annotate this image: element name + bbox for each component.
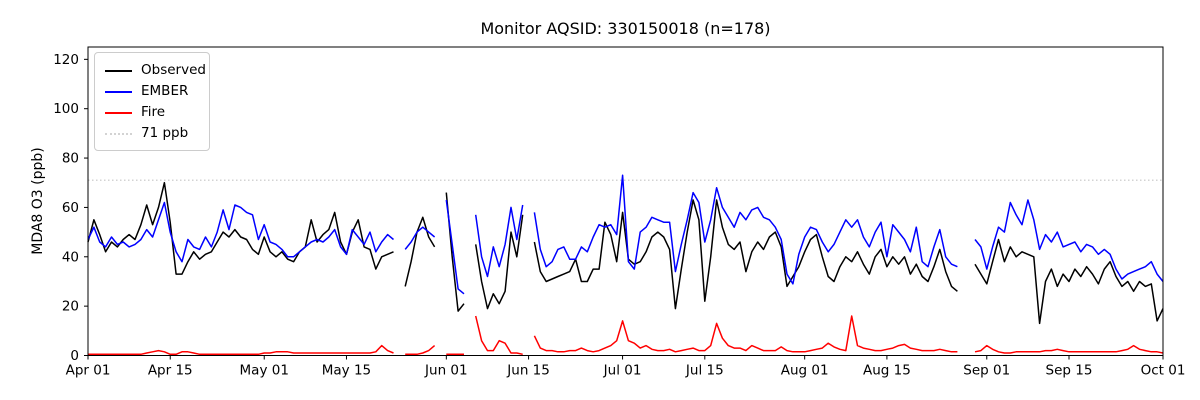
y-tick-label: 60 xyxy=(62,200,79,216)
x-tick-label: May 15 xyxy=(322,363,371,379)
legend-label-fire: Fire xyxy=(141,104,166,120)
x-tick-label: Apr 15 xyxy=(148,363,193,379)
series-line-fire xyxy=(974,344,1164,354)
legend-item-ember: EMBER xyxy=(105,81,199,102)
series-line-fire xyxy=(474,315,523,356)
series-line-ember xyxy=(445,199,465,295)
x-tick-label: May 01 xyxy=(240,363,289,379)
x-tick-label: Jun 01 xyxy=(424,363,468,379)
x-tick-label: Aug 01 xyxy=(781,363,829,379)
legend: Observed EMBER Fire 71 ppb xyxy=(94,52,210,151)
legend-item-fire: Fire xyxy=(105,102,199,123)
y-axis-label: MDA8 O3 (ppb) xyxy=(30,147,46,255)
legend-label-ember: EMBER xyxy=(141,83,189,99)
x-tick-label: Jun 15 xyxy=(506,363,550,379)
x-tick-label: Jul 01 xyxy=(603,363,642,379)
legend-line-threshold xyxy=(105,132,132,135)
series-line-fire xyxy=(88,344,394,356)
y-tick-label: 120 xyxy=(53,52,79,68)
series-line-ember xyxy=(87,201,394,263)
series-line-observed xyxy=(533,199,958,310)
series-line-ember xyxy=(474,204,524,278)
legend-line-fire xyxy=(105,111,132,114)
series-line-ember xyxy=(533,174,958,285)
y-tick-label: 40 xyxy=(62,249,79,265)
series-line-observed xyxy=(474,214,524,310)
series-line-observed xyxy=(445,192,465,312)
series-line-ember xyxy=(974,199,1164,282)
series-line-observed xyxy=(974,238,1164,325)
x-tick-label: Apr 01 xyxy=(66,363,111,379)
series-line-observed xyxy=(404,216,436,287)
legend-line-ember xyxy=(105,90,132,93)
series-line-fire xyxy=(405,345,436,356)
x-tick-label: Sep 15 xyxy=(1046,363,1093,379)
legend-label-threshold: 71 ppb xyxy=(141,125,189,141)
x-tick-label: Sep 01 xyxy=(963,363,1010,379)
x-tick-label: Jul 15 xyxy=(685,363,724,379)
legend-item-observed: Observed xyxy=(105,60,206,81)
series-line-fire xyxy=(533,315,958,353)
x-tick-label: Oct 01 xyxy=(1141,363,1186,379)
series-line-ember xyxy=(404,226,436,250)
y-tick-label: 100 xyxy=(53,101,79,117)
legend-item-threshold: 71 ppb xyxy=(105,123,199,144)
legend-label-observed: Observed xyxy=(141,62,206,78)
legend-line-observed xyxy=(105,69,132,72)
chart-title: Monitor AQSID: 330150018 (n=178) xyxy=(480,19,771,38)
y-tick-label: 0 xyxy=(70,348,79,364)
series-line-observed xyxy=(87,181,394,275)
y-tick-label: 80 xyxy=(62,151,79,167)
axes-spines xyxy=(87,46,1164,356)
y-tick-label: 20 xyxy=(62,299,79,315)
x-tick-label: Aug 15 xyxy=(863,363,911,379)
